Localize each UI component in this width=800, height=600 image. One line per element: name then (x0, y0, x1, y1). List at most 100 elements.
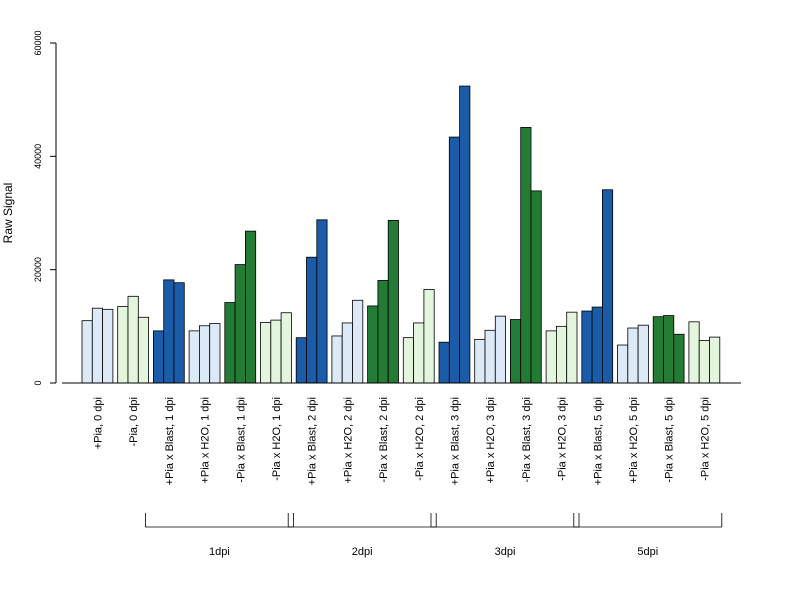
bar (459, 85, 471, 384)
bar (117, 306, 129, 384)
x-tick-label: -Pia x Blast, 2 dpi (378, 397, 390, 483)
bar-group (438, 85, 471, 384)
bracket: 3dpi (430, 513, 580, 558)
y-tick-label: 40000 (33, 144, 43, 169)
bar (637, 324, 649, 384)
bar (602, 189, 614, 384)
bar-group (188, 323, 221, 384)
bar (663, 315, 675, 384)
bar (494, 315, 506, 384)
x-tick-label: -Pia x Blast, 1 dpi (235, 397, 247, 483)
bar (448, 136, 460, 384)
bar (81, 320, 93, 384)
y-axis-label: Raw Signal (1, 183, 15, 244)
bar-group (295, 219, 328, 384)
bar (224, 302, 236, 384)
x-tick-label: +Pia x H2O, 1 dpi (200, 397, 212, 484)
bar (331, 335, 343, 384)
x-tick-label: +Pia, 0 dpi (92, 397, 104, 449)
bar (402, 337, 414, 384)
x-tick-label: -Pia x H2O, 2 dpi (414, 397, 426, 481)
x-tick-label: -Pia x Blast, 3 dpi (521, 397, 533, 483)
bar (709, 336, 721, 384)
bar (530, 190, 542, 384)
bar-group (81, 307, 114, 384)
bar (188, 330, 200, 384)
bars-layer (81, 85, 721, 384)
bar (509, 319, 522, 384)
bar (617, 344, 629, 384)
bar (581, 310, 593, 384)
bar (280, 312, 292, 384)
bar (341, 322, 353, 384)
x-tick-label: -Pia x Blast, 5 dpi (664, 397, 676, 483)
bar-group (402, 289, 435, 384)
bracket-label: 3dpi (495, 546, 516, 558)
bar (163, 279, 175, 384)
y-tick-label: 60000 (33, 30, 43, 55)
bar (673, 333, 685, 384)
bar (413, 322, 425, 384)
bar (260, 321, 272, 384)
bar-group (260, 312, 292, 384)
bar (198, 325, 211, 384)
x-tick-label: +Pia x Blast, 2 dpi (307, 397, 319, 485)
bar (137, 316, 150, 384)
x-tick-label: +Pia x Blast, 1 dpi (164, 397, 176, 485)
bar (316, 219, 328, 384)
bar-group (509, 127, 542, 384)
x-tick-label: -Pia x H2O, 1 dpi (271, 397, 283, 481)
bar (652, 316, 664, 384)
x-tick-label: +Pia x H2O, 2 dpi (342, 397, 354, 484)
bar (377, 280, 389, 384)
dpi-brackets: 1dpi 2dpi 3dpi 5dpi (144, 513, 723, 558)
bar (591, 306, 603, 384)
bar (173, 282, 185, 384)
bracket: 2dpi (287, 513, 437, 558)
bracket: 1dpi (144, 513, 294, 558)
bar (545, 330, 557, 384)
x-tick-label: +Pia x Blast, 5 dpi (592, 397, 604, 485)
bar-group (581, 189, 614, 384)
y-tick-label: 0 (33, 380, 43, 385)
x-tick-label: -Pia, 0 dpi (128, 397, 140, 447)
bar (367, 305, 379, 384)
bar (270, 319, 282, 384)
bar (566, 311, 578, 384)
bar (520, 127, 532, 384)
bracket-label: 2dpi (352, 546, 373, 558)
bar (387, 219, 399, 384)
bar-group (474, 315, 506, 384)
bar (244, 230, 257, 384)
bar (91, 307, 104, 384)
x-tick-labels: +Pia, 0 dpi -Pia, 0 dpi +Pia x Blast, 1 dp… (92, 397, 711, 485)
bar (423, 289, 435, 384)
bar (306, 256, 318, 384)
bar (698, 340, 710, 384)
bar (295, 337, 307, 384)
y-axis: 0 20000 40000 60000 (33, 30, 57, 386)
bar (352, 299, 364, 384)
bar-group (152, 279, 185, 384)
bar (627, 327, 639, 384)
bracket-label: 5dpi (637, 546, 658, 558)
bracket-label: 1dpi (209, 546, 230, 558)
bar-group (331, 299, 364, 384)
bar-group (688, 321, 721, 384)
x-tick-label: -Pia x H2O, 5 dpi (699, 397, 711, 481)
bar-group (652, 315, 685, 384)
bar (474, 338, 486, 384)
bar (688, 321, 700, 384)
bar-group (224, 230, 257, 384)
bar (209, 323, 221, 384)
bar (127, 295, 139, 384)
bar (102, 308, 114, 384)
bar (234, 264, 246, 384)
y-tick-label: 20000 (33, 257, 43, 282)
bar-group (117, 295, 150, 384)
bar (438, 341, 450, 384)
x-tick-label: +Pia x H2O, 5 dpi (628, 397, 640, 484)
bracket: 5dpi (573, 513, 723, 558)
bar-group (545, 311, 578, 384)
